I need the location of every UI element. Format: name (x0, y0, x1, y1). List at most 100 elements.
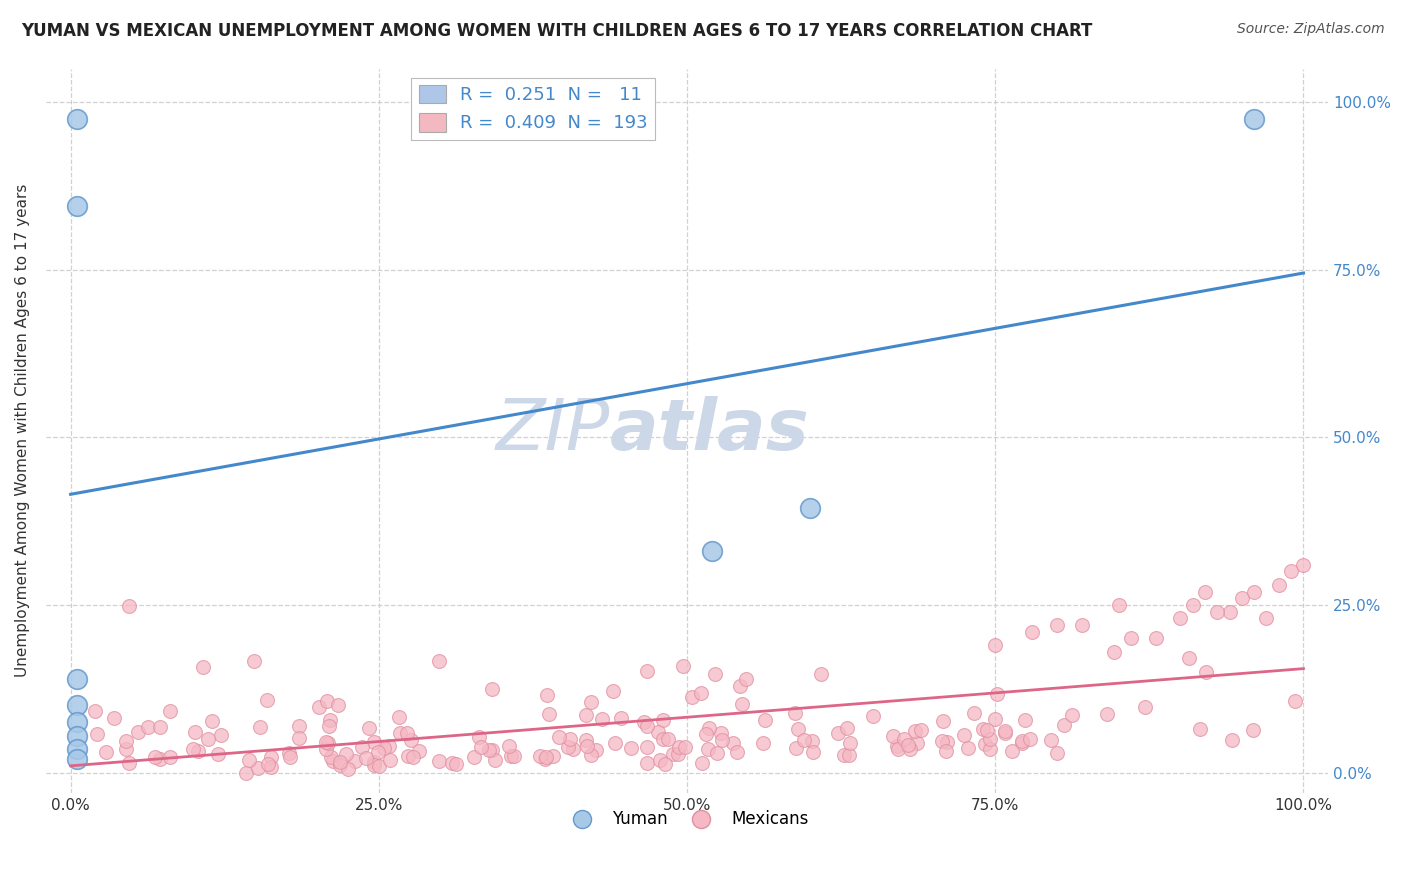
Point (363, 757, 385, 772)
Point (793, 733, 815, 747)
Point (576, 739, 599, 754)
Legend: Yuman, Mexicans: Yuman, Mexicans (560, 804, 815, 835)
Point (86, 727, 108, 741)
Point (537, 706, 560, 721)
Point (94, 745, 117, 759)
Point (558, 731, 581, 746)
Point (690, 756, 713, 771)
Point (1053, 718, 1076, 732)
Point (238, 753, 260, 767)
Point (335, 747, 357, 761)
Point (696, 742, 718, 756)
Point (731, 698, 754, 712)
Point (994, 726, 1017, 740)
Point (710, 733, 733, 747)
Point (502, 749, 524, 764)
Point (654, 756, 676, 771)
Point (1011, 736, 1033, 750)
Point (328, 698, 350, 712)
Point (754, 713, 776, 727)
Point (115, 742, 138, 756)
Point (256, 693, 278, 707)
Point (886, 739, 908, 753)
Point (1046, 618, 1069, 632)
Point (481, 743, 503, 757)
Point (1268, 578, 1291, 592)
Point (193, 659, 215, 673)
Point (316, 736, 339, 750)
Point (1119, 632, 1142, 646)
Point (66, 698, 89, 713)
Point (704, 667, 727, 681)
Point (972, 723, 994, 737)
Point (536, 688, 558, 702)
Point (1070, 618, 1092, 632)
Point (363, 735, 385, 749)
Point (662, 747, 685, 761)
Point (1256, 611, 1278, 625)
Point (1292, 558, 1315, 572)
Point (118, 599, 141, 613)
Point (548, 730, 571, 744)
Point (395, 725, 418, 739)
Point (257, 757, 280, 772)
Point (367, 759, 389, 773)
Point (367, 745, 389, 759)
Point (350, 740, 373, 755)
Point (671, 659, 693, 673)
Point (710, 725, 733, 739)
Point (700, 544, 723, 558)
Point (308, 700, 330, 714)
Point (932, 714, 955, 728)
Point (1060, 708, 1083, 723)
Point (979, 731, 1001, 746)
Point (484, 752, 506, 766)
Point (136, 720, 159, 734)
Point (235, 765, 257, 780)
Point (1014, 713, 1036, 727)
Point (149, 751, 172, 765)
Point (636, 719, 658, 733)
Point (1220, 732, 1243, 747)
Point (201, 714, 224, 728)
Point (278, 749, 301, 764)
Point (832, 748, 855, 763)
Point (181, 742, 204, 756)
Point (184, 725, 207, 739)
Point (1218, 605, 1240, 619)
Point (359, 721, 381, 735)
Point (118, 756, 141, 770)
Point (319, 713, 342, 727)
Point (725, 745, 748, 759)
Point (1284, 694, 1306, 708)
Point (835, 721, 858, 735)
Text: Source: ZipAtlas.com: Source: ZipAtlas.com (1237, 22, 1385, 37)
Point (666, 747, 689, 761)
Point (354, 750, 377, 764)
Point (441, 756, 464, 770)
Point (785, 741, 807, 756)
Point (786, 722, 808, 736)
Point (1195, 665, 1218, 679)
Point (575, 708, 598, 723)
Point (288, 719, 311, 733)
Point (800, 734, 823, 748)
Point (1001, 743, 1024, 757)
Point (579, 748, 602, 763)
Point (329, 758, 352, 772)
Point (463, 750, 485, 764)
Point (994, 723, 1017, 738)
Point (591, 713, 613, 727)
Point (690, 686, 713, 700)
Point (935, 744, 957, 758)
Point (1097, 707, 1119, 722)
Point (898, 742, 921, 756)
Point (322, 755, 344, 769)
Point (695, 727, 717, 741)
Point (427, 654, 450, 668)
Point (910, 723, 932, 738)
Point (979, 742, 1001, 756)
Point (1188, 722, 1211, 736)
Point (984, 713, 1007, 727)
Point (904, 723, 927, 738)
